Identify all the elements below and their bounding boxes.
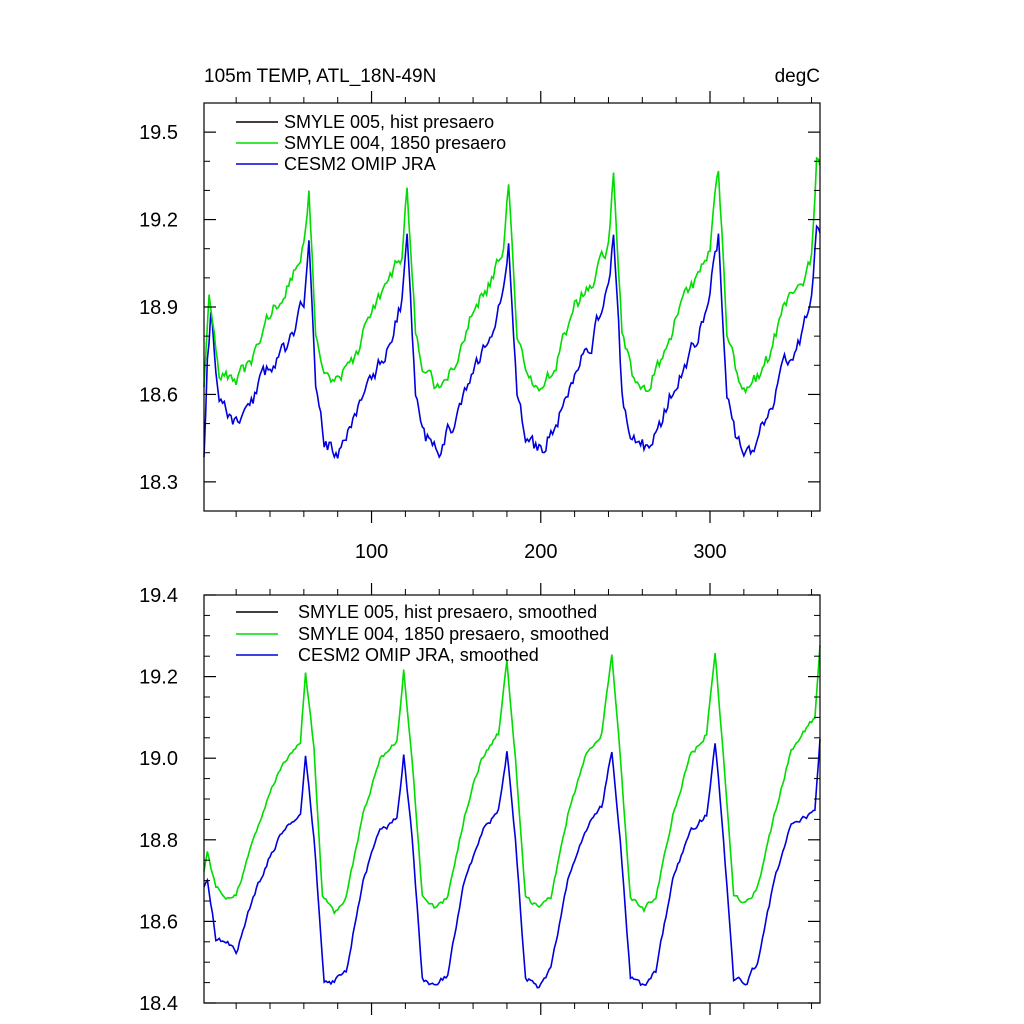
- units-label: degC: [775, 66, 820, 87]
- y-tick-label: 19.5: [139, 122, 178, 144]
- series-layer: [203, 645, 821, 989]
- x-tick-label: 100: [355, 541, 388, 563]
- axes-layer: 18.4 18.6 18.8 19.0 19.2 19.4: [139, 583, 821, 1015]
- x-tick-label: 300: [693, 541, 726, 563]
- series-line-cesm2-omip-jra: [203, 224, 821, 460]
- y-tick-label: 18.3: [139, 472, 178, 494]
- y-tick-label: 18.6: [139, 911, 178, 933]
- y-tick-label: 19.0: [139, 748, 178, 770]
- legend-label-cesm2-omip: CESM2 OMIP JRA: [284, 154, 436, 174]
- top-panel: 105m TEMP, ATL_18N-49N degC 100 200 300 18.…: [139, 66, 821, 563]
- y-tick-label: 19.4: [139, 585, 178, 607]
- legend: SMYLE 005, hist presaero, smoothed SMYLE…: [236, 602, 609, 665]
- legend-label-smyle-005-smoothed: SMYLE 005, hist presaero, smoothed: [298, 602, 597, 622]
- series-line-smyle-005-hist-presaero: [203, 157, 821, 394]
- y-tick-label: 18.4: [139, 993, 178, 1015]
- y-tick-label: 19.2: [139, 210, 178, 232]
- series-line-cesm2-omip-jra-smoothed: [203, 739, 821, 989]
- legend-label-smyle-004-smoothed: SMYLE 004, 1850 presaero, smoothed: [298, 624, 609, 644]
- x-tick-label: 200: [524, 541, 557, 563]
- legend-label-smyle-004: SMYLE 004, 1850 presaero: [284, 133, 506, 153]
- y-tick-label: 19.2: [139, 667, 178, 689]
- series-line-smyle-004-1850-presaero-smoothed: [203, 645, 821, 916]
- y-tick-label: 18.9: [139, 297, 178, 319]
- y-tick-label: 18.8: [139, 830, 178, 852]
- series-line-smyle-005-hist-presaero-smoothed: [203, 645, 821, 915]
- legend-label-cesm2-omip-smoothed: CESM2 OMIP JRA, smoothed: [298, 645, 539, 665]
- axes-layer: 100 200 300 18.3 18.6 18.9 19.2 19.5: [139, 91, 821, 563]
- legend-label-smyle-005: SMYLE 005, hist presaero: [284, 112, 494, 132]
- legend: SMYLE 005, hist presaero SMYLE 004, 1850…: [236, 112, 506, 174]
- bottom-panel: 18.4 18.6 18.8 19.0 19.2 19.4 SMYLE 005, hist…: [139, 583, 821, 1015]
- y-tick-label: 18.6: [139, 384, 178, 406]
- chart-title: 105m TEMP, ATL_18N-49N: [204, 66, 436, 87]
- series-line-smyle-004-1850-presaero: [203, 156, 821, 395]
- series-layer: [203, 156, 821, 460]
